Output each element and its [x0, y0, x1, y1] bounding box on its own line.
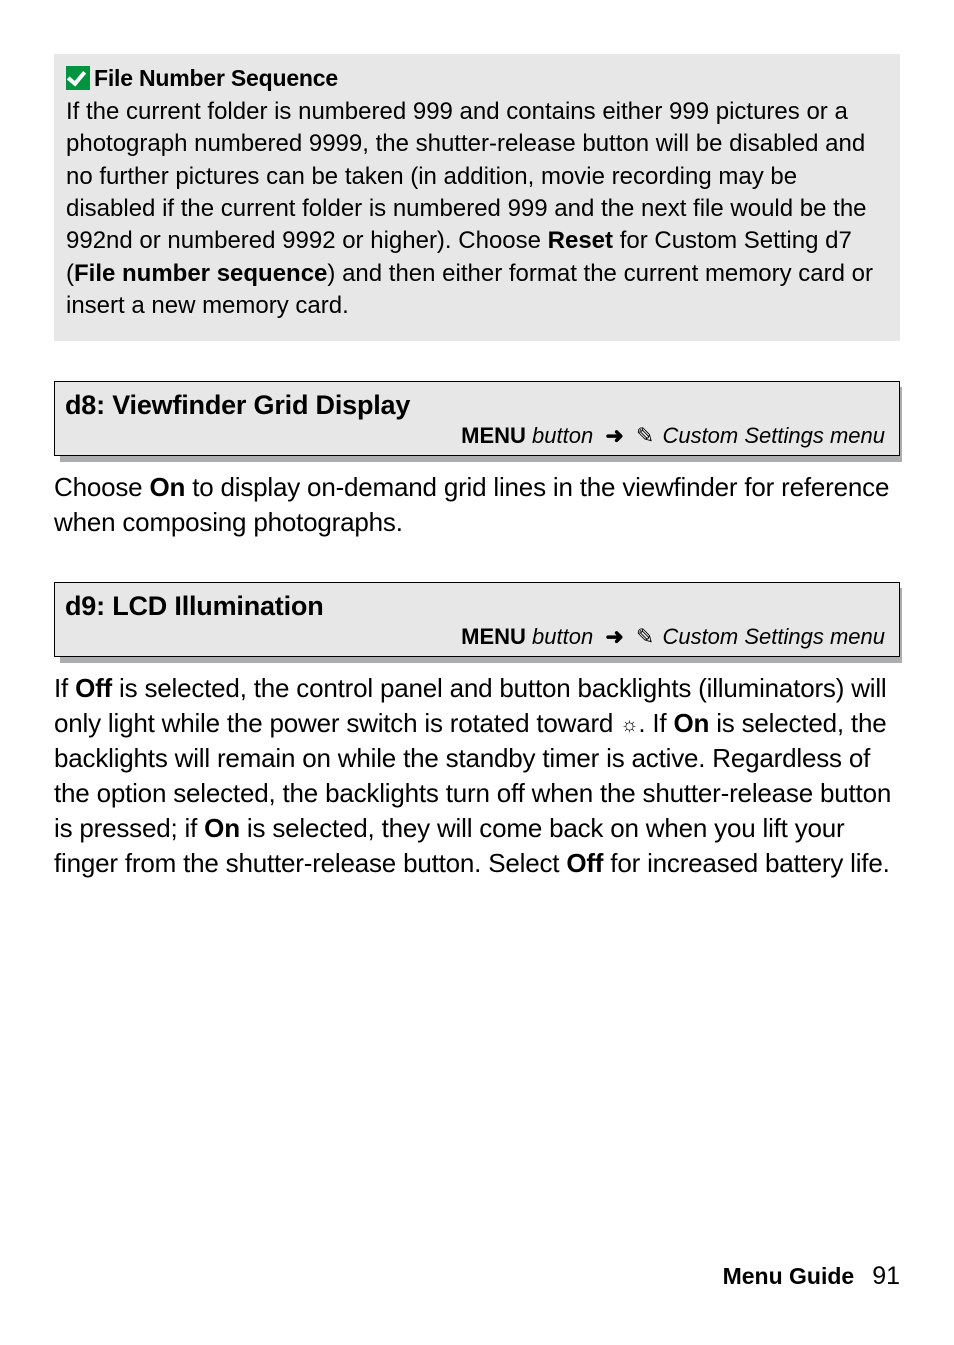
note-title-line: File Number Sequence — [66, 64, 888, 94]
note-title: File Number Sequence — [94, 65, 338, 91]
body-bold-on: On — [204, 813, 240, 843]
section-d8-header: d8: Viewfinder Grid Display MENU button … — [54, 381, 900, 456]
arrow-icon: ➜ — [605, 423, 623, 449]
section-bar: d8: Viewfinder Grid Display MENU button … — [54, 381, 900, 456]
note-box: File Number Sequence If the current fold… — [54, 54, 900, 341]
button-label: button — [526, 423, 593, 448]
note-body: If the current folder is numbered 999 an… — [66, 96, 888, 323]
breadcrumb-target: Custom Settings menu — [656, 423, 885, 448]
section-d9-breadcrumb: MENU button ➜ ✎ Custom Settings menu — [65, 624, 889, 650]
body-bold-on: On — [673, 708, 709, 738]
footer-label: Menu Guide — [723, 1263, 855, 1289]
body-bold-off: Off — [75, 673, 112, 703]
body-text: If — [54, 673, 75, 703]
section-d8-title: d8: Viewfinder Grid Display — [65, 390, 889, 421]
pencil-icon: ✎ — [636, 624, 654, 650]
note-bold-fns: File number sequence — [74, 260, 327, 287]
section-d9-body: If Off is selected, the control panel an… — [54, 671, 900, 882]
note-bold-reset: Reset — [548, 227, 613, 254]
arrow-icon: ➜ — [605, 624, 623, 650]
section-d9-title: d9: LCD Illumination — [65, 591, 889, 622]
section-d8-breadcrumb: MENU button ➜ ✎ Custom Settings menu — [65, 423, 889, 449]
check-icon — [66, 66, 90, 90]
menu-label: MENU — [461, 624, 526, 649]
menu-label: MENU — [461, 423, 526, 448]
body-text: for increased battery life. — [603, 848, 889, 878]
body-text: . If — [638, 708, 673, 738]
footer-page-number: 91 — [872, 1262, 900, 1290]
breadcrumb-target: Custom Settings menu — [656, 624, 885, 649]
button-label: button — [526, 624, 593, 649]
sun-icon: ☼ — [620, 714, 638, 736]
body-bold-on: On — [149, 472, 185, 502]
section-d8-body: Choose On to display on-demand grid line… — [54, 470, 900, 540]
pencil-icon: ✎ — [636, 423, 654, 449]
body-text: Choose — [54, 472, 149, 502]
section-bar: d9: LCD Illumination MENU button ➜ ✎ Cus… — [54, 582, 900, 657]
section-d9-header: d9: LCD Illumination MENU button ➜ ✎ Cus… — [54, 582, 900, 657]
body-bold-off: Off — [566, 848, 603, 878]
page-footer: Menu Guide 91 — [723, 1262, 900, 1291]
